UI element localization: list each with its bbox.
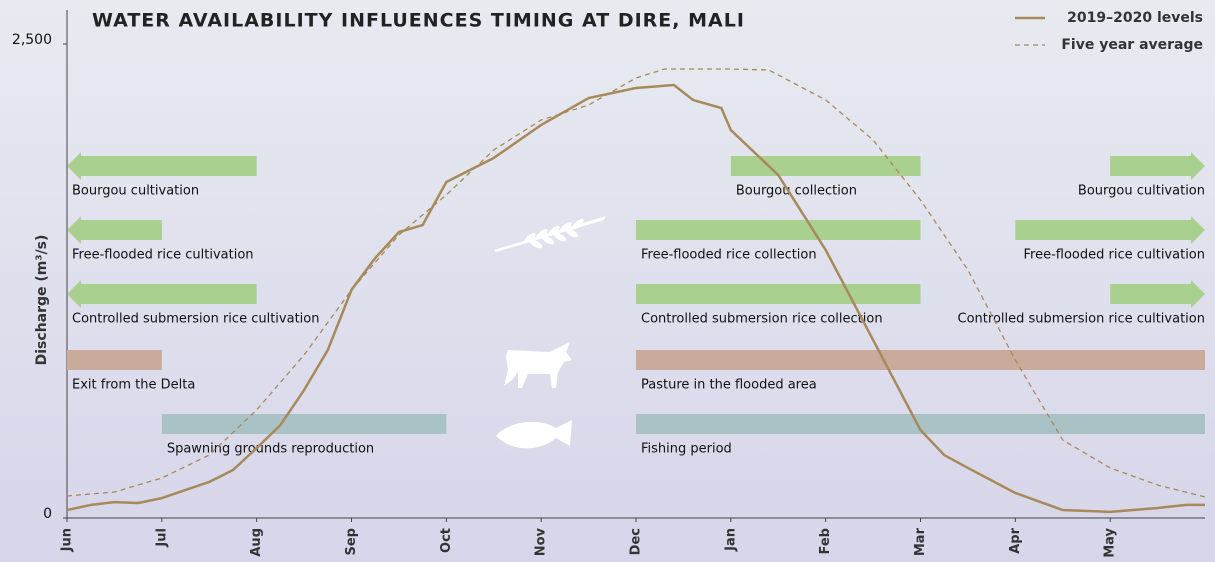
activity-bar [730, 156, 921, 176]
x-tick-label: Oct [439, 528, 454, 553]
activity-label: Controlled submersion rice collection [641, 312, 883, 327]
activity-bar [636, 284, 921, 304]
activity-label: Free-flooded rice collection [641, 248, 817, 263]
activity-label: Bourgou collection [736, 184, 857, 199]
activity-label: Bourgou cultivation [72, 184, 199, 199]
activity-bar [636, 414, 1205, 434]
activity-bar [636, 350, 1205, 370]
chart-title: WATER AVAILABILITY INFLUENCES TIMING AT … [92, 10, 745, 32]
activity-bar [67, 280, 257, 308]
activity-bar [67, 152, 257, 180]
cow-icon [504, 342, 572, 388]
x-tick-label: Aug [249, 528, 264, 557]
series-line [66, 68, 1206, 498]
wheat-icon [494, 216, 606, 252]
y-tick-label: 0 [43, 506, 52, 522]
activity-label: Controlled submersion rice cultivation [72, 312, 319, 327]
activity-label: Spawning grounds reproduction [167, 442, 374, 457]
x-tick-label: Jun [60, 528, 75, 552]
x-tick-label: Feb [818, 528, 833, 554]
legend-label: 2019–2020 levels [1067, 10, 1203, 26]
activity-label: Pasture in the flooded area [641, 378, 817, 393]
activity-bar [636, 220, 921, 240]
y-axis-label: Discharge (m³/s) [34, 235, 50, 366]
activity-bar [161, 414, 447, 434]
y-tick-label: 2,500 [12, 32, 52, 48]
activity-label: Free-flooded rice cultivation [1023, 248, 1205, 263]
fish-icon [496, 420, 572, 449]
x-tick-label: Apr [1008, 527, 1023, 553]
activity-label: Free-flooded rice cultivation [72, 248, 254, 263]
activity-label: Exit from the Delta [72, 378, 195, 393]
activity-label: Fishing period [641, 442, 732, 457]
activity-bar [1015, 216, 1205, 244]
activity-bar [67, 216, 162, 244]
x-tick-label: Jul [154, 528, 169, 548]
x-tick-label: Sep [344, 528, 359, 556]
legend-label: Five year average [1061, 37, 1203, 53]
activity-bar [1110, 152, 1205, 180]
x-tick-label: May [1103, 527, 1118, 557]
activity-bar [67, 350, 162, 370]
activity-bar [1110, 280, 1205, 308]
x-tick-label: Mar [913, 527, 928, 556]
x-tick-label: Nov [534, 527, 549, 556]
x-tick-label: Jan [723, 528, 738, 552]
x-tick-label: Dec [629, 528, 644, 555]
series-line [66, 83, 1205, 514]
activity-label: Controlled submersion rice cultivation [958, 312, 1205, 327]
activity-label: Bourgou cultivation [1078, 184, 1205, 199]
